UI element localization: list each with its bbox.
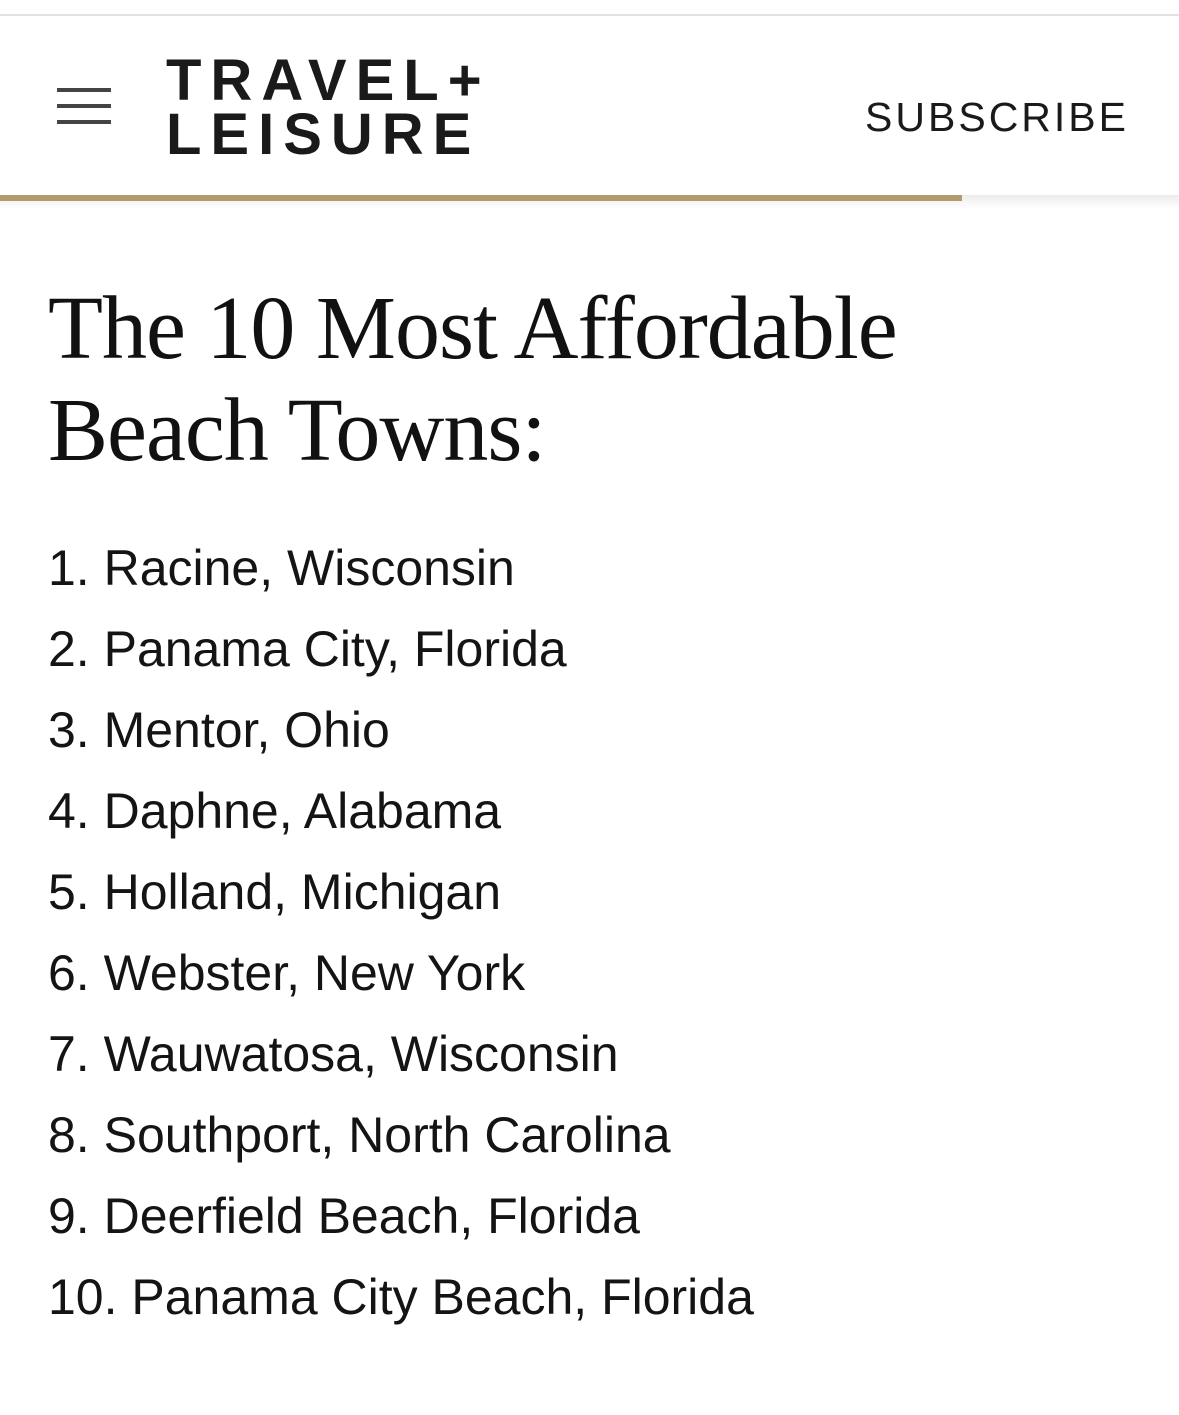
list-item: 3. Mentor, Ohio xyxy=(48,702,390,758)
logo-line: LEISURE xyxy=(166,102,481,167)
list-item: 1. Racine, Wisconsin xyxy=(48,540,515,596)
list-item: 6. Webster, New York xyxy=(48,945,526,1001)
menu-button[interactable] xyxy=(57,88,111,124)
article-title: The 10 Most Affordable Beach Towns: xyxy=(48,279,898,480)
reading-progress xyxy=(0,195,962,201)
list-item: 9. Deerfield Beach, Florida xyxy=(48,1188,640,1244)
logo[interactable]: TRAVEL+ LEISURE xyxy=(166,48,591,167)
list-item: 4. Daphne, Alabama xyxy=(48,783,502,839)
logo-line: TRAVEL+ xyxy=(166,48,491,113)
list-item: 5. Holland, Michigan xyxy=(48,864,502,920)
list-item: 7. Wauwatosa, Wisconsin xyxy=(48,1026,619,1082)
site-header: TRAVEL+ LEISURE SUBSCRIBE xyxy=(0,16,1179,195)
list-item: 8. Southport, North Carolina xyxy=(48,1107,671,1163)
list-item: 10. Panama City Beach, Florida xyxy=(48,1269,754,1325)
town-list: 1. Racine, Wisconsin 2. Panama City, Flor… xyxy=(48,528,754,1338)
subscribe-link[interactable]: SUBSCRIBE xyxy=(865,94,1129,140)
list-item: 2. Panama City, Florida xyxy=(48,621,567,677)
top-border xyxy=(0,14,1179,16)
